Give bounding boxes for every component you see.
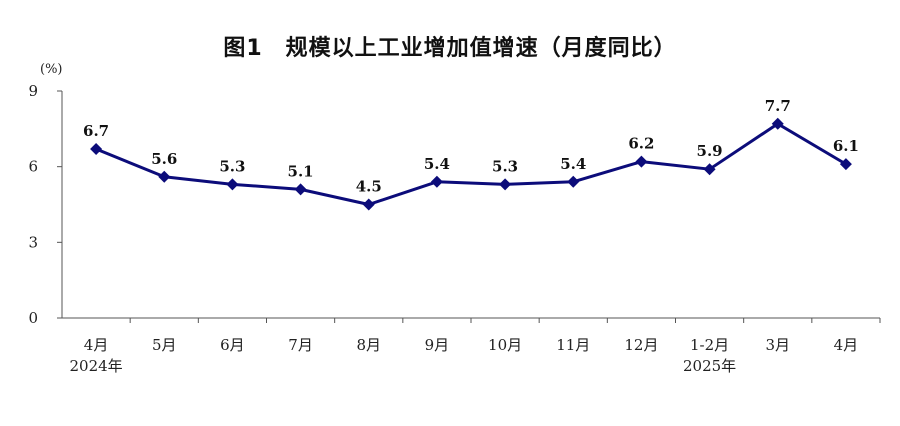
data-point-marker [294, 183, 307, 196]
data-point-marker [158, 170, 171, 183]
series-line [95, 122, 847, 206]
data-label: 6.1 [833, 137, 859, 155]
data-point-marker [362, 198, 375, 211]
x-tick-label: 7月 [288, 336, 313, 354]
data-label: 5.4 [560, 155, 586, 173]
data-point-marker [430, 175, 443, 188]
x-year-label: 2024年 [69, 357, 122, 375]
x-year-label: 2025年 [683, 357, 736, 375]
x-tick-label: 8月 [356, 336, 381, 354]
x-tick-label: 3月 [765, 336, 790, 354]
data-label: 5.9 [697, 142, 723, 160]
data-point-marker [90, 143, 103, 156]
data-point-marker [839, 158, 852, 171]
x-tick-label: 6月 [220, 336, 245, 354]
y-tick-label: 9 [28, 82, 38, 100]
x-tick-label: 10月 [488, 336, 522, 354]
series-layer [90, 117, 852, 211]
data-point-marker [703, 163, 716, 176]
data-label: 5.6 [151, 150, 177, 168]
data-point-marker [635, 155, 648, 168]
x-tick-label: 1-2月 [690, 336, 729, 354]
chart-title: 图1 规模以上工业增加值增速（月度同比） [223, 36, 677, 61]
data-labels: 6.7 5.6 5.3 5.1 4.5 5.4 5.3 5.4 6.2 5.9 7.7 6.1 [83, 97, 859, 196]
data-point-marker [226, 178, 239, 191]
data-label: 5.3 [219, 157, 245, 175]
data-point-marker [567, 175, 580, 188]
y-axis-unit-label: (%) [40, 62, 63, 77]
data-label: 6.7 [83, 122, 109, 140]
axes [61, 91, 880, 319]
y-tick-label: 0 [28, 309, 38, 327]
data-label: 7.7 [765, 97, 791, 115]
x-tick-label: 9月 [425, 336, 450, 354]
x-tick-label: 4月 [84, 336, 109, 354]
y-tick-label: 3 [28, 233, 38, 251]
data-label: 5.3 [492, 157, 518, 175]
data-label: 5.4 [424, 155, 450, 173]
data-point-marker [499, 178, 512, 191]
data-point-marker [771, 117, 784, 130]
data-label: 4.5 [356, 178, 382, 196]
y-tick-label: 6 [28, 158, 38, 176]
y-axis-ticks: 0 3 6 9 [28, 82, 62, 327]
x-tick-label: 11月 [556, 336, 590, 354]
x-axis-ticks: 4月 5月 6月 7月 8月 9月 10月 11月 12月 1-2月 3月 4月 2024年 2025年 [69, 318, 881, 375]
x-tick-label: 4月 [834, 336, 859, 354]
data-label: 6.2 [628, 135, 654, 153]
x-tick-label: 12月 [624, 336, 658, 354]
x-tick-label: 5月 [152, 336, 177, 354]
data-label: 5.1 [288, 162, 314, 180]
